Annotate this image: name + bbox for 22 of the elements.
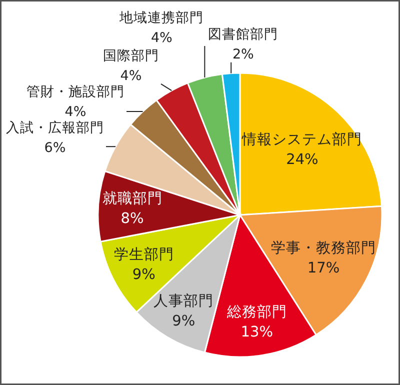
slice-label: 学生部門 [114, 246, 174, 263]
data-label: 9% [132, 266, 156, 283]
slice-label: 入試・広報部門 [6, 120, 104, 136]
slice-label: 情報システム部門 [241, 130, 362, 148]
data-label: 4% [64, 104, 86, 120]
slice-label: 就職部門 [102, 190, 162, 208]
slice-label: 総務部門 [226, 304, 287, 321]
data-label: 17% [307, 260, 340, 277]
data-label: 2% [232, 46, 254, 62]
slice-label: 学事・教務部門 [271, 240, 376, 257]
data-label: 8% [120, 211, 144, 228]
data-label: 4% [120, 68, 142, 84]
slice-label: 人事部門 [154, 292, 214, 310]
data-label: 24% [286, 152, 318, 168]
data-label: 9% [172, 313, 196, 330]
slice-label: 地域連携部門 [118, 10, 204, 26]
slice-label: 図書館部門 [208, 26, 278, 42]
data-label: 4% [150, 30, 173, 46]
data-label: 13% [240, 324, 273, 341]
data-label: 6% [44, 140, 66, 156]
slice-label: 管財・施設部門 [26, 84, 124, 100]
slice-label: 国際部門 [102, 48, 159, 64]
